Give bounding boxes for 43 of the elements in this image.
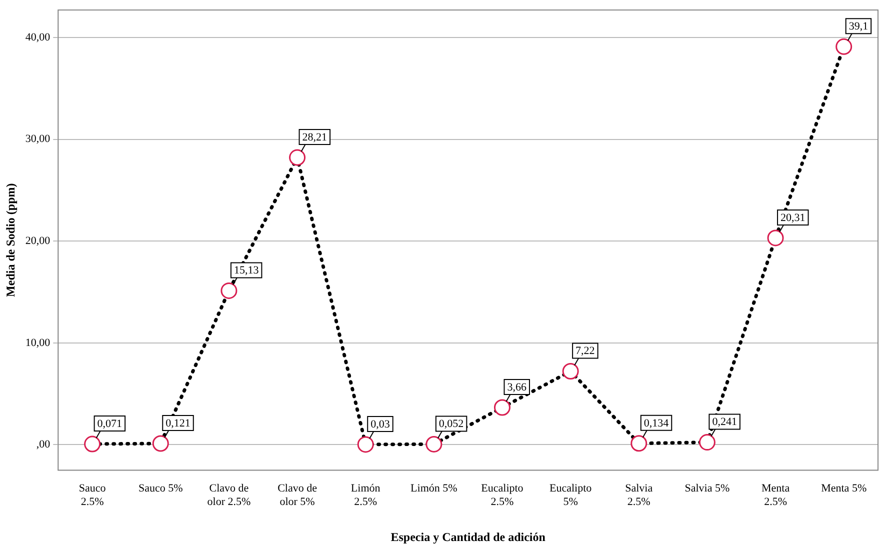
data-label: 39,1	[848, 20, 868, 33]
point	[220, 282, 238, 299]
y-tick-label: 30,00	[25, 133, 51, 146]
x-tick-label: Clavo de olor 5%	[278, 482, 318, 508]
point	[562, 362, 579, 380]
y-tick-label: ,00	[36, 438, 51, 451]
point	[630, 435, 648, 452]
data-label: 15,13	[234, 264, 260, 277]
data-label: 0,052	[438, 418, 464, 430]
y-tick-label: 10,00	[25, 336, 51, 349]
point	[767, 230, 784, 246]
data-label: 0,03	[370, 418, 390, 430]
x-axis-title: Especia y Cantidad de adición	[390, 530, 546, 544]
data-label: 20,31	[780, 212, 806, 224]
y-tick-label: 40,00	[25, 31, 51, 44]
x-tick-label: Eucalipto 2.5%	[481, 482, 524, 508]
point	[494, 399, 510, 416]
x-tick-label: Eucalipto 5%	[549, 482, 592, 508]
x-tick-label: Sauco 2.5%	[78, 482, 106, 508]
data-label: 7,22	[576, 345, 595, 358]
point	[836, 38, 852, 55]
x-tick-label: Limón 2.5%	[350, 482, 381, 508]
data-label: 0,241	[712, 416, 737, 428]
point	[152, 435, 169, 452]
point	[357, 436, 374, 453]
x-tick-label: Salvia 5%	[684, 482, 730, 495]
data-label: 3,66	[507, 381, 527, 394]
x-tick-label: Sauco 5%	[138, 482, 183, 495]
data-label: 0,071	[97, 418, 122, 430]
x-tick-label: Menta 2.5%	[761, 482, 790, 508]
y-tick-label: 20,00	[25, 235, 51, 248]
point	[426, 436, 442, 452]
x-tick-label: Limón 5%	[410, 482, 458, 495]
x-tick-label: Menta 5%	[821, 482, 867, 495]
point	[289, 149, 306, 166]
data-label: 0,121	[166, 417, 190, 430]
point	[698, 434, 716, 451]
point	[84, 436, 101, 452]
y-axis-title: Media de Sodio (ppm)	[3, 183, 18, 297]
x-tick-label: Salvia 2.5%	[625, 482, 653, 508]
data-label: 28,21	[302, 131, 328, 144]
x-tick-label: Clavo de olor 2.5%	[207, 482, 251, 508]
data-label: 0,134	[644, 417, 670, 430]
